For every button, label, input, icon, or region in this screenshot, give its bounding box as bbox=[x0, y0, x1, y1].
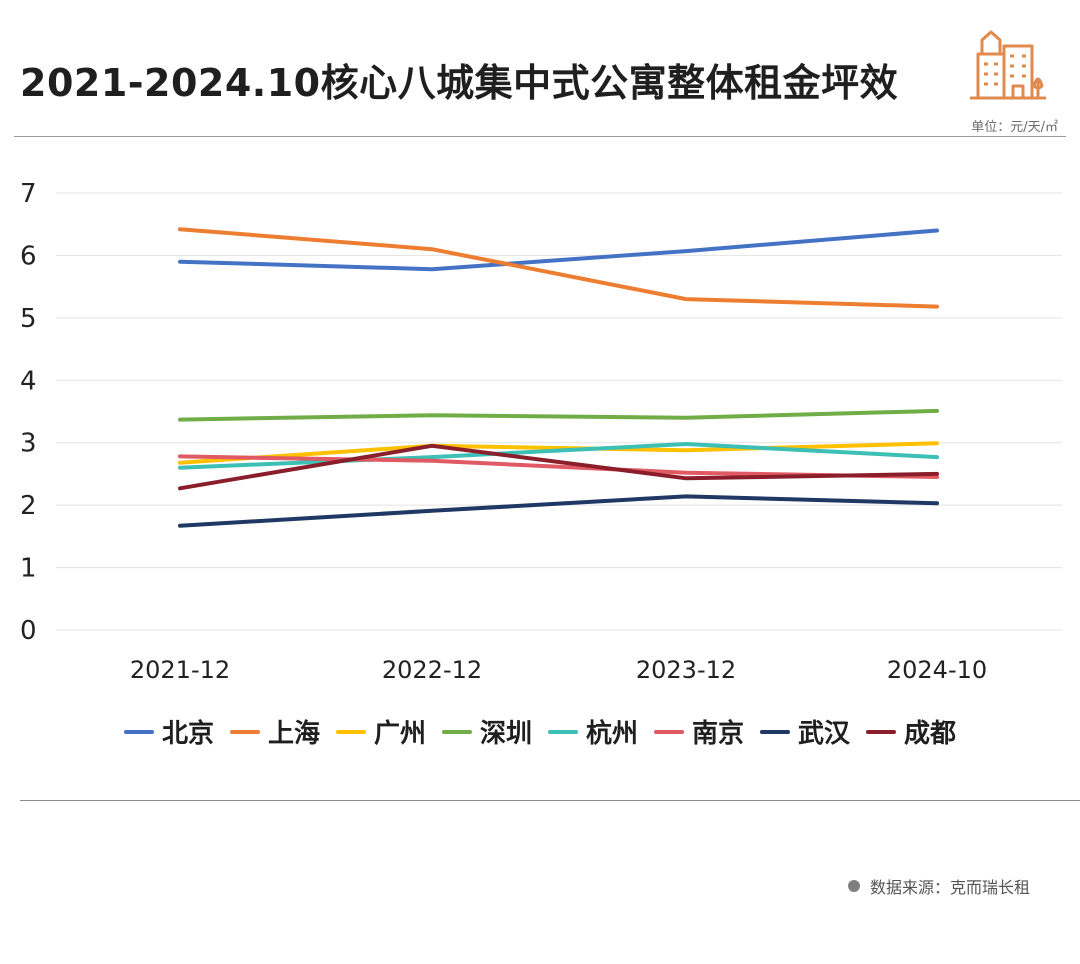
legend-item: 北京 bbox=[123, 713, 214, 750]
header-divider bbox=[14, 136, 1066, 137]
y-tick-label: 6 bbox=[20, 241, 37, 271]
data-source: 数据来源：克而瑞长租 bbox=[847, 874, 1030, 898]
y-tick-label: 3 bbox=[20, 429, 37, 459]
legend-label: 上海 bbox=[267, 719, 320, 749]
footer-divider bbox=[20, 800, 1080, 801]
x-tick-label: 2024-10 bbox=[887, 656, 987, 684]
legend-label: 成都 bbox=[904, 719, 957, 749]
y-tick-label: 5 bbox=[20, 304, 37, 334]
x-tick-label: 2023-12 bbox=[636, 656, 736, 684]
x-tick-label: 2022-12 bbox=[382, 656, 482, 684]
y-tick-label: 7 bbox=[20, 179, 37, 209]
legend-swatch bbox=[335, 729, 366, 734]
legend-swatch bbox=[760, 729, 791, 734]
legend-label: 深圳 bbox=[479, 719, 532, 749]
series-line-0 bbox=[178, 228, 939, 272]
legend-swatch bbox=[229, 729, 260, 734]
x-tick-label: 2021-12 bbox=[130, 656, 230, 684]
y-tick-label: 2 bbox=[20, 491, 37, 521]
bullet-icon bbox=[847, 880, 860, 892]
series-line-2 bbox=[178, 441, 939, 465]
series-line-6 bbox=[178, 494, 939, 528]
legend-label: 南京 bbox=[692, 719, 745, 749]
legend-item: 杭州 bbox=[548, 713, 638, 750]
legend-swatch bbox=[441, 729, 472, 734]
chart-title: 2021-2024.10核心八城集中式公寓整体租金坪效 bbox=[20, 61, 899, 105]
legend-swatch bbox=[123, 729, 154, 734]
y-tick-label: 0 bbox=[20, 616, 37, 646]
series-line-7 bbox=[178, 443, 939, 491]
y-tick-label: 1 bbox=[20, 554, 37, 584]
legend-label: 北京 bbox=[161, 719, 214, 749]
legend-swatch bbox=[654, 729, 685, 734]
legend-item: 上海 bbox=[229, 713, 320, 750]
unit-label: 单位：元/天/㎡ bbox=[971, 120, 1058, 135]
series-line-1 bbox=[178, 227, 939, 309]
series-line-4 bbox=[178, 442, 939, 470]
legend-label: 武汉 bbox=[798, 719, 851, 749]
legend-item: 深圳 bbox=[441, 713, 532, 750]
building-icon bbox=[970, 30, 1046, 100]
series-line-3 bbox=[178, 408, 939, 422]
legend-item: 广州 bbox=[335, 713, 426, 750]
legend-item: 武汉 bbox=[760, 713, 850, 750]
legend-label: 杭州 bbox=[586, 719, 639, 749]
legend-item: 成都 bbox=[866, 713, 956, 750]
chart-legend: 北京 上海 广州 深圳 杭州 南京 武汉 成都 bbox=[0, 713, 1080, 750]
legend-item: 南京 bbox=[654, 713, 744, 750]
legend-swatch bbox=[548, 729, 578, 734]
y-tick-label: 4 bbox=[20, 366, 37, 396]
legend-label: 广州 bbox=[373, 719, 426, 749]
line-chart: 0 1 2 3 4 5 6 7 2021-12 2022-12 2023-12 2024-10 bbox=[20, 179, 1062, 684]
data-source-text: 数据来源：克而瑞长租 bbox=[869, 878, 1030, 897]
legend-swatch bbox=[866, 729, 897, 734]
